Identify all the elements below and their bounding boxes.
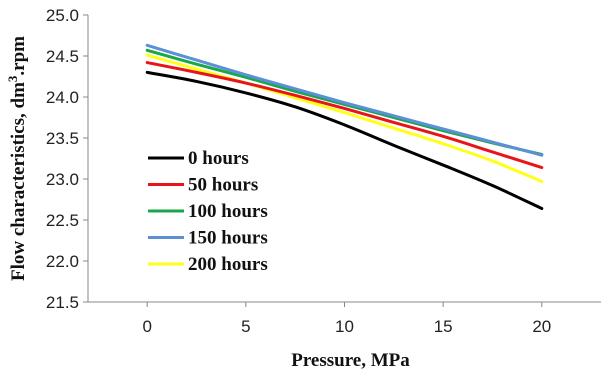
legend-label-100-hours: 100 hours: [188, 201, 268, 222]
x-tick-label: 0: [142, 317, 151, 336]
y-tick-label: 25.0: [46, 6, 79, 25]
x-tick-label: 10: [335, 317, 354, 336]
legend-label-200-hours: 200 hours: [188, 254, 268, 275]
legend-label-0-hours: 0 hours: [188, 148, 249, 169]
y-axis-title-sup: 3: [5, 75, 20, 82]
legend-label-50-hours: 50 hours: [188, 175, 258, 196]
x-tick-label: 15: [434, 317, 453, 336]
legend: 0 hours 50 hours 100 hours 150 hours 200 hou…: [148, 148, 268, 275]
y-tick-label: 24.5: [46, 47, 79, 66]
series-line-200-hours: [145, 53, 544, 183]
y-axis-title: Flow characteristics, dm3.rpm: [5, 36, 29, 281]
x-tick-label: 20: [532, 317, 551, 336]
y-tick-label: 23.5: [46, 129, 79, 148]
y-tick-label: 23.0: [46, 170, 79, 189]
y-axis-title-suffix: .rpm: [8, 36, 29, 76]
series-line-50-hours: [145, 61, 544, 170]
y-tick-labels: 21.5 22.0 22.5 23.0 23.5 24.0 24.5 25.0: [46, 6, 88, 312]
y-axis-title-main: Flow characteristics, dm: [8, 82, 29, 281]
x-tick-label: 5: [241, 317, 250, 336]
y-tick-label: 22.5: [46, 211, 79, 230]
series-line-0-hours: [145, 70, 544, 211]
y-tick-label: 21.5: [46, 293, 79, 312]
y-tick-label: 22.0: [46, 252, 79, 271]
series-lines: [145, 43, 544, 211]
x-tick-labels: 0 5 10 15 20: [142, 302, 551, 336]
series-line-150-hours: [145, 43, 544, 157]
legend-label-150-hours: 150 hours: [188, 228, 268, 249]
y-tick-label: 24.0: [46, 88, 79, 107]
x-axis-title: Pressure, MPa: [291, 350, 410, 371]
